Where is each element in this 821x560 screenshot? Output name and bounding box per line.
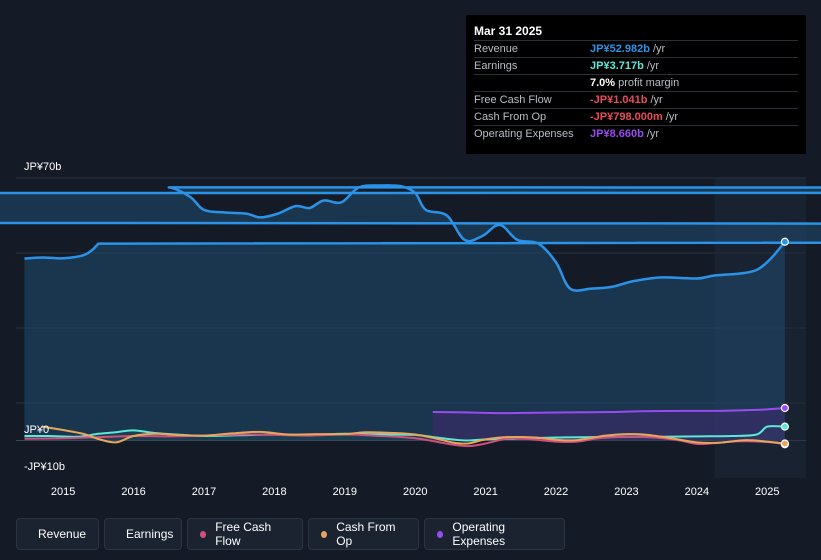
tooltip-label: Free Cash Flow: [474, 94, 552, 106]
legend-label: Earnings: [126, 527, 174, 541]
x-tick-label: 2018: [262, 486, 286, 498]
tooltip-value: JP¥3.717b/yr: [590, 60, 660, 72]
tooltip-row: Free Cash Flow -JP¥1.041b/yr: [474, 91, 798, 108]
operating-expenses-area: [432, 408, 785, 441]
tooltip-unit: profit margin: [618, 77, 680, 89]
legend-dot-icon: [437, 530, 444, 538]
legend-label: Cash From Op: [336, 520, 396, 548]
tooltip-unit: /yr: [646, 60, 660, 72]
chart-areas: [0, 185, 821, 441]
x-tick-label: 2015: [51, 486, 75, 498]
tooltip-value: 7.0% profit margin: [590, 77, 680, 89]
legend-item-revenue[interactable]: Revenue: [16, 518, 99, 550]
revenue-end-dot: [780, 237, 789, 246]
tooltip-row: Operating Expenses JP¥8.660b/yr: [474, 125, 798, 142]
earnings-end-dot: [780, 422, 789, 431]
x-tick-label: 2024: [685, 486, 709, 498]
y-label-bottom: -JP¥10b: [24, 461, 65, 473]
legend-item-operating-expenses[interactable]: Operating Expenses: [424, 518, 565, 550]
x-tick-label: 2021: [473, 486, 497, 498]
x-tick-label: 2020: [403, 486, 427, 498]
x-tick-label: 2022: [544, 486, 568, 498]
tooltip-value: -JP¥798.000m/yr: [590, 111, 679, 123]
x-tick-label: 2023: [614, 486, 638, 498]
legend-item-free-cash-flow[interactable]: Free Cash Flow: [187, 518, 303, 550]
y-label-zero: JP¥0: [24, 424, 49, 436]
tooltip-value: -JP¥1.041b/yr: [590, 94, 663, 106]
x-tick-label: 2019: [333, 486, 357, 498]
x-tick-label: 2016: [121, 486, 145, 498]
tooltip-row: Cash From Op -JP¥798.000m/yr: [474, 108, 798, 125]
operating-expenses-end-dot: [780, 403, 789, 413]
operating-expenses-line: [432, 407, 785, 415]
tooltip-label: Operating Expenses: [474, 128, 574, 140]
x-tick-label: 2025: [755, 486, 779, 498]
tooltip-unit: /yr: [650, 94, 663, 106]
legend-dot-icon: [321, 530, 328, 538]
tooltip-unit: /yr: [646, 128, 660, 140]
legend-item-earnings[interactable]: Earnings: [104, 518, 182, 550]
legend-dot-icon: [200, 530, 207, 538]
tooltip-unit: /yr: [652, 43, 666, 55]
tooltip: Mar 31 2025 Revenue JP¥52.982b/yr Earnings…: [466, 15, 806, 154]
y-label-top: JP¥70b: [24, 161, 61, 173]
tooltip-label: Earnings: [474, 60, 518, 72]
cash-from-op-end-dot: [780, 439, 789, 448]
tooltip-row: Earnings JP¥3.717b/yr: [474, 57, 798, 74]
legend-label: Free Cash Flow: [215, 520, 272, 548]
revenue-area: [0, 185, 821, 441]
cash-from-op-line: [41, 425, 785, 445]
tooltip-row: Revenue JP¥52.982b/yr: [474, 40, 798, 57]
chart-end-dots: [780, 237, 789, 449]
tooltip-value: JP¥52.982b/yr: [590, 43, 666, 55]
legend-item-cash-from-op[interactable]: Cash From Op: [308, 518, 419, 550]
tooltip-date: Mar 31 2025: [474, 24, 543, 38]
chart-lines: [0, 184, 821, 448]
x-tick-label: 2017: [192, 486, 216, 498]
tooltip-row: 7.0% profit margin: [474, 74, 798, 91]
legend-label: Revenue: [38, 527, 87, 541]
legend-label: Operating Expenses: [452, 520, 506, 548]
tooltip-label: Cash From Op: [474, 111, 547, 123]
earnings-area: [24, 426, 785, 441]
tooltip-unit: /yr: [665, 111, 679, 123]
earnings-line: [24, 425, 785, 442]
x-axis: 2015 2016 2017 2018 2019 2020 2021 2022 2023 2024…: [51, 486, 780, 498]
tooltip-value: JP¥8.660b/yr: [590, 128, 660, 140]
tooltip-label: Revenue: [474, 43, 519, 55]
revenue-line: [0, 184, 821, 292]
